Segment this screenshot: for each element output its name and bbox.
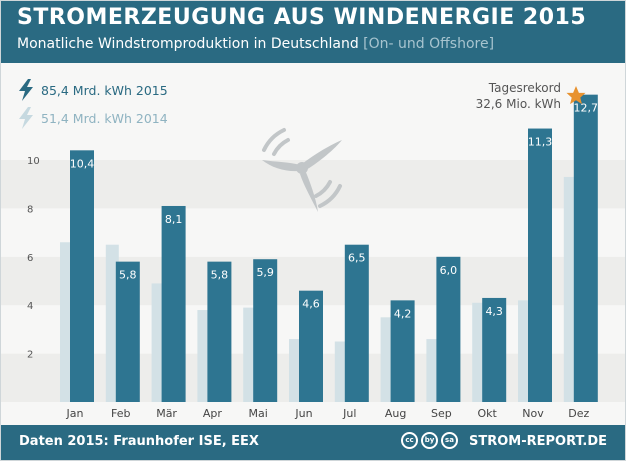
grid-band	[1, 208, 625, 257]
x-tick-label: Apr	[203, 407, 223, 420]
bar-2015	[207, 261, 232, 402]
footer: Daten 2015: Fraunhofer ISE, EEX cc by sa…	[1, 425, 625, 460]
y-tick-label: 6	[27, 253, 33, 264]
y-tick-label: 8	[27, 204, 33, 215]
x-tick-label: Mai	[249, 407, 268, 420]
record-title: Tagesrekord	[488, 81, 561, 95]
bar-2015	[161, 205, 186, 402]
wind-turbine-icon	[262, 128, 342, 212]
bar-2014	[151, 283, 165, 402]
data-source: Daten 2015: Fraunhofer ISE, EEX	[19, 434, 259, 449]
bar-value-label: 8,1	[165, 213, 183, 226]
bar-value-label: 4,6	[302, 298, 320, 311]
bar-2015	[528, 128, 552, 402]
lightning-bolt-icon	[19, 107, 33, 129]
bar-value-label: 5,9	[256, 266, 274, 279]
bar-2014	[105, 244, 119, 402]
brand-link[interactable]: STROM-REPORT.DE	[468, 434, 607, 449]
legend-item-2014: 51,4 Mrd. kWh 2014	[19, 107, 168, 129]
chart: 2 4 6 8 10 10,4 5,8 8,1 5,8 5,9 4,6 6,5 4,2 6,0 4,3 11…	[1, 86, 625, 420]
y-axis-ticks: 2 4 6 8 10	[27, 156, 40, 361]
y-tick-label: 4	[27, 301, 33, 312]
bar-2014	[380, 317, 394, 402]
bar-value-label: 6,5	[348, 252, 366, 265]
legend-item-2015: 85,4 Mrd. kWh 2015	[19, 79, 168, 101]
x-tick-label: Okt	[478, 407, 498, 420]
record-value: 32,6 Mio. kWh	[475, 97, 561, 111]
cc-icon: cc	[401, 432, 418, 449]
daily-record-annotation: Tagesrekord 32,6 Mio. kWh	[431, 80, 561, 112]
subtitle-hint: [On- und Offshore]	[363, 36, 495, 52]
bar-value-label: 5,8	[119, 269, 137, 282]
bar-2015	[344, 244, 369, 402]
bar-value-label: 11,3	[528, 136, 553, 149]
lightning-bolt-icon	[19, 79, 33, 101]
bar-value-label: 6,0	[440, 264, 458, 277]
x-tick-label: Aug	[385, 407, 406, 420]
bar-2015	[390, 300, 415, 402]
bar-value-labels: 10,4 5,8 8,1 5,8 5,9 4,6 6,5 4,2 6,0 4,3 11,3 12,7	[70, 102, 598, 321]
bar-2015	[482, 297, 507, 402]
bar-2015	[70, 150, 94, 402]
sa-icon: sa	[441, 432, 458, 449]
subtitle-text: Monatliche Windstromproduktion in Deutsc…	[17, 36, 359, 52]
bar-2014	[334, 341, 348, 402]
x-tick-label: Jun	[294, 407, 312, 420]
bar-2015	[253, 259, 278, 402]
bar-value-label: 4,3	[485, 305, 503, 318]
x-axis-labels: Jan Feb Mär Apr Mai Jun Jul Aug Sep Okt Nov Dez	[66, 407, 590, 420]
bar-2015	[115, 261, 140, 402]
record-star-icon	[566, 86, 586, 105]
bar-2014	[518, 300, 531, 402]
bar-2014	[243, 307, 257, 402]
grid-band	[1, 111, 625, 160]
y-tick-label: 2	[27, 350, 33, 361]
bar-value-label: 10,4	[70, 157, 95, 170]
bar-value-label: 4,2	[394, 307, 412, 320]
legend-label-2014: 51,4 Mrd. kWh 2014	[41, 110, 168, 126]
bar-value-label: 5,8	[211, 269, 229, 282]
bar-2015	[299, 290, 323, 402]
x-tick-label: Nov	[522, 407, 544, 420]
page-subtitle: Monatliche Windstromproduktion in Deutsc…	[17, 36, 494, 52]
y-tick-label: 10	[27, 156, 40, 167]
x-tick-label: Mär	[156, 407, 177, 420]
header: STROMERZEUGUNG AUS WINDENERGIE 2015 Mona…	[1, 1, 625, 63]
x-tick-label: Sep	[431, 407, 452, 420]
bar-2015	[436, 256, 461, 402]
bar-2015	[573, 94, 598, 402]
by-icon: by	[421, 432, 438, 449]
bar-2014	[472, 302, 486, 402]
x-tick-label: Jul	[342, 407, 356, 420]
x-tick-label: Dez	[568, 407, 589, 420]
bar-2014	[60, 242, 73, 402]
series-2015	[70, 94, 598, 402]
page-title: STROMERZEUGUNG AUS WINDENERGIE 2015	[17, 5, 587, 30]
legend-label-2015: 85,4 Mrd. kWh 2015	[41, 82, 168, 98]
series-2014	[60, 176, 577, 402]
bar-2014	[289, 339, 302, 402]
bar-2014	[197, 310, 211, 402]
bar-2014	[563, 176, 577, 402]
x-tick-label: Jan	[66, 407, 84, 420]
bar-value-label: 12,7	[574, 102, 599, 115]
license-icons: cc by sa	[401, 432, 458, 449]
bar-2014	[426, 339, 440, 402]
x-tick-label: Feb	[111, 407, 130, 420]
